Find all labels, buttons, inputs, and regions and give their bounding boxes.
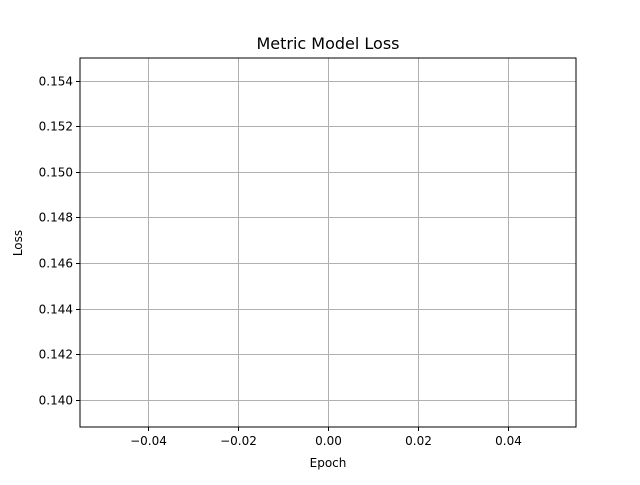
y-tick-label: 0.144 [39,303,73,317]
y-axis-label: Loss [11,230,25,256]
y-tick-label: 0.148 [39,211,73,225]
x-tick-label: 0.02 [405,434,432,448]
x-tick-label: −0.02 [220,434,257,448]
y-tick-label: 0.142 [39,348,73,362]
y-tick-label: 0.152 [39,120,73,134]
x-axis-label: Epoch [310,456,347,470]
y-tick-label: 0.150 [39,166,73,180]
x-tick-label: 0.00 [315,434,342,448]
x-tick-label: −0.04 [130,434,167,448]
y-tick-label: 0.146 [39,257,73,271]
y-tick-label: 0.154 [39,75,73,89]
axis-ticks: −0.04 −0.02 0.00 0.02 0.04 0.140 0.142 0.144 0.1… [39,75,522,449]
grid-lines [80,58,576,427]
x-tick-label: 0.04 [495,434,522,448]
chart-title: Metric Model Loss [256,34,399,53]
y-tick-label: 0.140 [39,394,73,408]
